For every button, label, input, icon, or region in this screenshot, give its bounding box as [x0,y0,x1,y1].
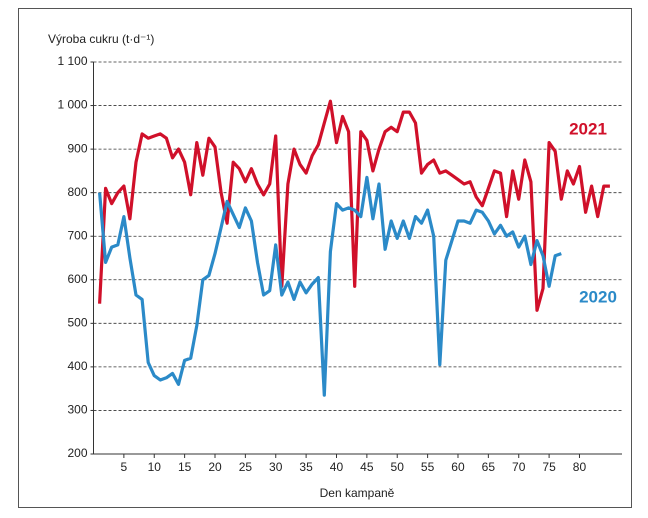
y-tick-label: 200 [67,446,87,460]
series-label: 2021 [569,119,607,138]
x-tick-label: 80 [573,460,587,474]
x-tick-label: 65 [482,460,496,474]
x-tick-label: 70 [512,460,526,474]
x-tick-label: 30 [269,460,283,474]
x-tick-label: 45 [360,460,374,474]
x-tick-label: 5 [121,460,128,474]
x-tick-label: 60 [451,460,465,474]
x-tick-label: 25 [239,460,253,474]
frame [18,8,632,508]
x-tick-label: 50 [391,460,405,474]
y-tick-label: 400 [67,359,87,373]
y-axis-label: Výroba cukru (t·d⁻¹) [48,32,154,46]
series-line [98,175,562,397]
y-tick-label: 700 [67,228,87,242]
x-tick-label: 40 [330,460,344,474]
y-tick-label: 1 100 [57,54,87,68]
x-axis-label: Den kampaně [320,486,395,500]
y-tick-label: 500 [67,316,87,330]
x-tick-label: 75 [542,460,556,474]
series-line [98,99,610,312]
x-tick-label: 15 [178,460,192,474]
x-tick-label: 55 [421,460,435,474]
x-tick-label: 20 [208,460,222,474]
y-tick-label: 300 [67,403,87,417]
y-tick-label: 900 [67,141,87,155]
y-tick-label: 1 000 [57,98,87,112]
series-label: 2020 [579,287,617,306]
y-tick-label: 800 [67,185,87,199]
x-tick-label: 35 [299,460,313,474]
y-tick-label: 600 [67,272,87,286]
x-tick-label: 10 [148,460,162,474]
